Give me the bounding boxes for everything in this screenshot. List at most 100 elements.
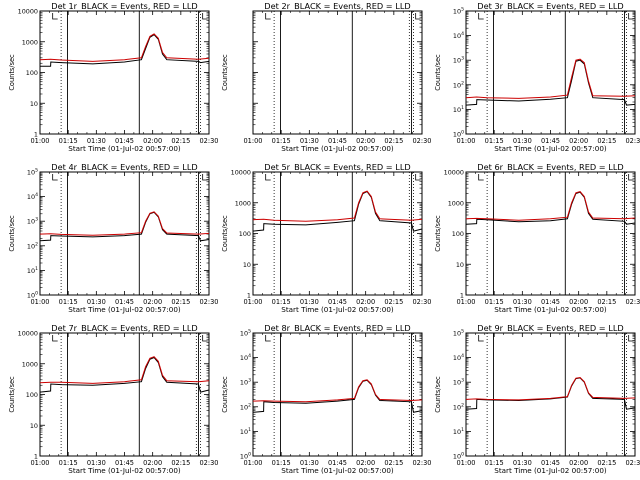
y-tick-label: 100 [240, 452, 251, 461]
events-series-line [252, 379, 423, 413]
y-axis-label: Counts/sec [221, 376, 229, 413]
y-tick-exp: 1 [35, 266, 38, 272]
x-tick-label: 02:30 [412, 298, 431, 306]
y-axis-label: Counts/sec [8, 215, 16, 252]
y-tick-label: 103 [453, 56, 464, 65]
interval-bracket-mark [415, 13, 421, 20]
x-tick-label: 02:30 [412, 137, 431, 145]
panel-9: Det 9r_BLACK = Events, RED = LLD10010110… [434, 323, 640, 475]
y-tick-base: 10 [453, 428, 461, 436]
x-tick-label: 01:30 [300, 459, 319, 467]
y-tick-base: 10 [240, 403, 248, 411]
y-tick-label: 10000 [231, 169, 251, 177]
y-tick-exp: 5 [461, 329, 464, 335]
x-tick-label: 02:30 [199, 137, 218, 145]
y-axis-label: Counts/sec [434, 215, 442, 252]
interval-bracket-mark [202, 13, 208, 20]
x-axis-label: Start Time (01-Jul-02 00:57:00) [68, 144, 181, 153]
lld-series-line [39, 356, 210, 384]
x-tick-label: 01:00 [30, 459, 49, 467]
x-tick-label: 01:15 [485, 298, 504, 306]
events-series-line [39, 356, 210, 393]
y-tick-base: 10 [453, 32, 461, 40]
panel-title: Det 8r_BLACK = Events, RED = LLD [264, 323, 410, 333]
y-tick-label: 102 [240, 402, 251, 411]
y-tick-label: 102 [27, 241, 38, 250]
x-tick-label: 01:45 [115, 459, 134, 467]
y-tick-label: 105 [453, 7, 464, 16]
y-tick-label: 10000 [444, 169, 464, 177]
x-tick-label: 01:30 [87, 137, 106, 145]
events-series-line [465, 59, 636, 106]
panel-6: Det 6r_BLACK = Events, RED = LLD 1 10 100 10… [434, 162, 640, 314]
x-tick-label: 01:30 [87, 459, 106, 467]
y-tick-label: 100 [26, 69, 38, 77]
panel-1: Det 1r_BLACK = Events, RED = LLD 1 10 100 10… [8, 1, 219, 153]
y-tick-base: 10 [453, 8, 461, 16]
lld-series-line [465, 191, 636, 221]
x-tick-label: 01:00 [456, 298, 475, 306]
x-tick-label: 02:15 [597, 137, 616, 145]
y-tick-exp: 3 [248, 378, 251, 384]
y-tick-base: 10 [453, 81, 461, 89]
y-tick-label: 1000 [22, 38, 38, 46]
y-tick-label: 105 [240, 329, 251, 338]
y-tick-exp: 2 [248, 402, 251, 408]
lld-series-line [465, 58, 636, 99]
x-tick-label: 02:00 [143, 459, 162, 467]
x-tick-label: 02:30 [625, 459, 640, 467]
x-tick-label: 01:00 [456, 137, 475, 145]
y-tick-exp: 1 [461, 105, 464, 111]
y-tick-exp: 1 [248, 427, 251, 433]
x-tick-label: 02:15 [384, 298, 403, 306]
lld-series-line [465, 376, 636, 401]
x-tick-label: 01:15 [59, 298, 78, 306]
y-tick-exp: 4 [461, 31, 464, 37]
lld-series-line [39, 33, 210, 62]
y-tick-base: 10 [240, 330, 248, 338]
x-axis-label: Start Time (01-Jul-02 00:57:00) [281, 144, 394, 153]
y-tick-exp: 0 [461, 452, 464, 458]
x-tick-label: 01:15 [485, 459, 504, 467]
y-tick-label: 1000 [22, 360, 38, 368]
panel-title: Det 3r_BLACK = Events, RED = LLD [477, 1, 623, 11]
x-tick-label: 01:00 [243, 459, 262, 467]
y-tick-base: 10 [453, 131, 461, 139]
y-tick-exp: 4 [35, 192, 38, 198]
y-axis-label: Counts/sec [221, 215, 229, 252]
x-tick-label: 01:15 [272, 298, 291, 306]
y-tick-exp: 3 [461, 378, 464, 384]
panel-title: Det 2r_BLACK = Events, RED = LLD [264, 1, 410, 11]
lld-series-line [252, 379, 423, 403]
x-tick-label: 02:30 [412, 459, 431, 467]
x-tick-label: 01:30 [513, 298, 532, 306]
panel-4: Det 4r_BLACK = Events, RED = LLD10010110… [8, 162, 219, 314]
y-tick-base: 10 [453, 403, 461, 411]
x-tick-label: 01:45 [328, 137, 347, 145]
x-axis-label: Start Time (01-Jul-02 00:57:00) [281, 466, 394, 475]
y-tick-label: 101 [453, 105, 464, 114]
panel-3: Det 3r_BLACK = Events, RED = LLD10010110… [434, 1, 640, 153]
x-tick-label: 01:30 [87, 298, 106, 306]
x-tick-label: 01:45 [328, 459, 347, 467]
y-tick-label: 10 [30, 100, 38, 108]
x-tick-label: 01:30 [513, 459, 532, 467]
y-tick-label: 100 [453, 130, 464, 139]
x-tick-label: 01:00 [30, 298, 49, 306]
y-axis-label: Counts/sec [221, 54, 229, 91]
y-tick-label: 105 [27, 168, 38, 177]
panel-title: Det 1r_BLACK = Events, RED = LLD [51, 1, 197, 11]
x-tick-label: 01:30 [513, 137, 532, 145]
x-tick-label: 02:15 [171, 137, 190, 145]
plot-frame [39, 10, 210, 135]
y-axis-label: Counts/sec [8, 376, 16, 413]
y-tick-label: 104 [453, 31, 464, 40]
x-tick-label: 01:00 [243, 137, 262, 145]
y-tick-base: 10 [453, 453, 461, 461]
y-tick-label: 101 [453, 427, 464, 436]
y-tick-label: 10 [456, 261, 464, 269]
y-tick-label: 102 [453, 80, 464, 89]
y-tick-label: 100 [26, 391, 38, 399]
x-axis-label: Start Time (01-Jul-02 00:57:00) [281, 305, 394, 314]
x-tick-label: 01:30 [300, 137, 319, 145]
